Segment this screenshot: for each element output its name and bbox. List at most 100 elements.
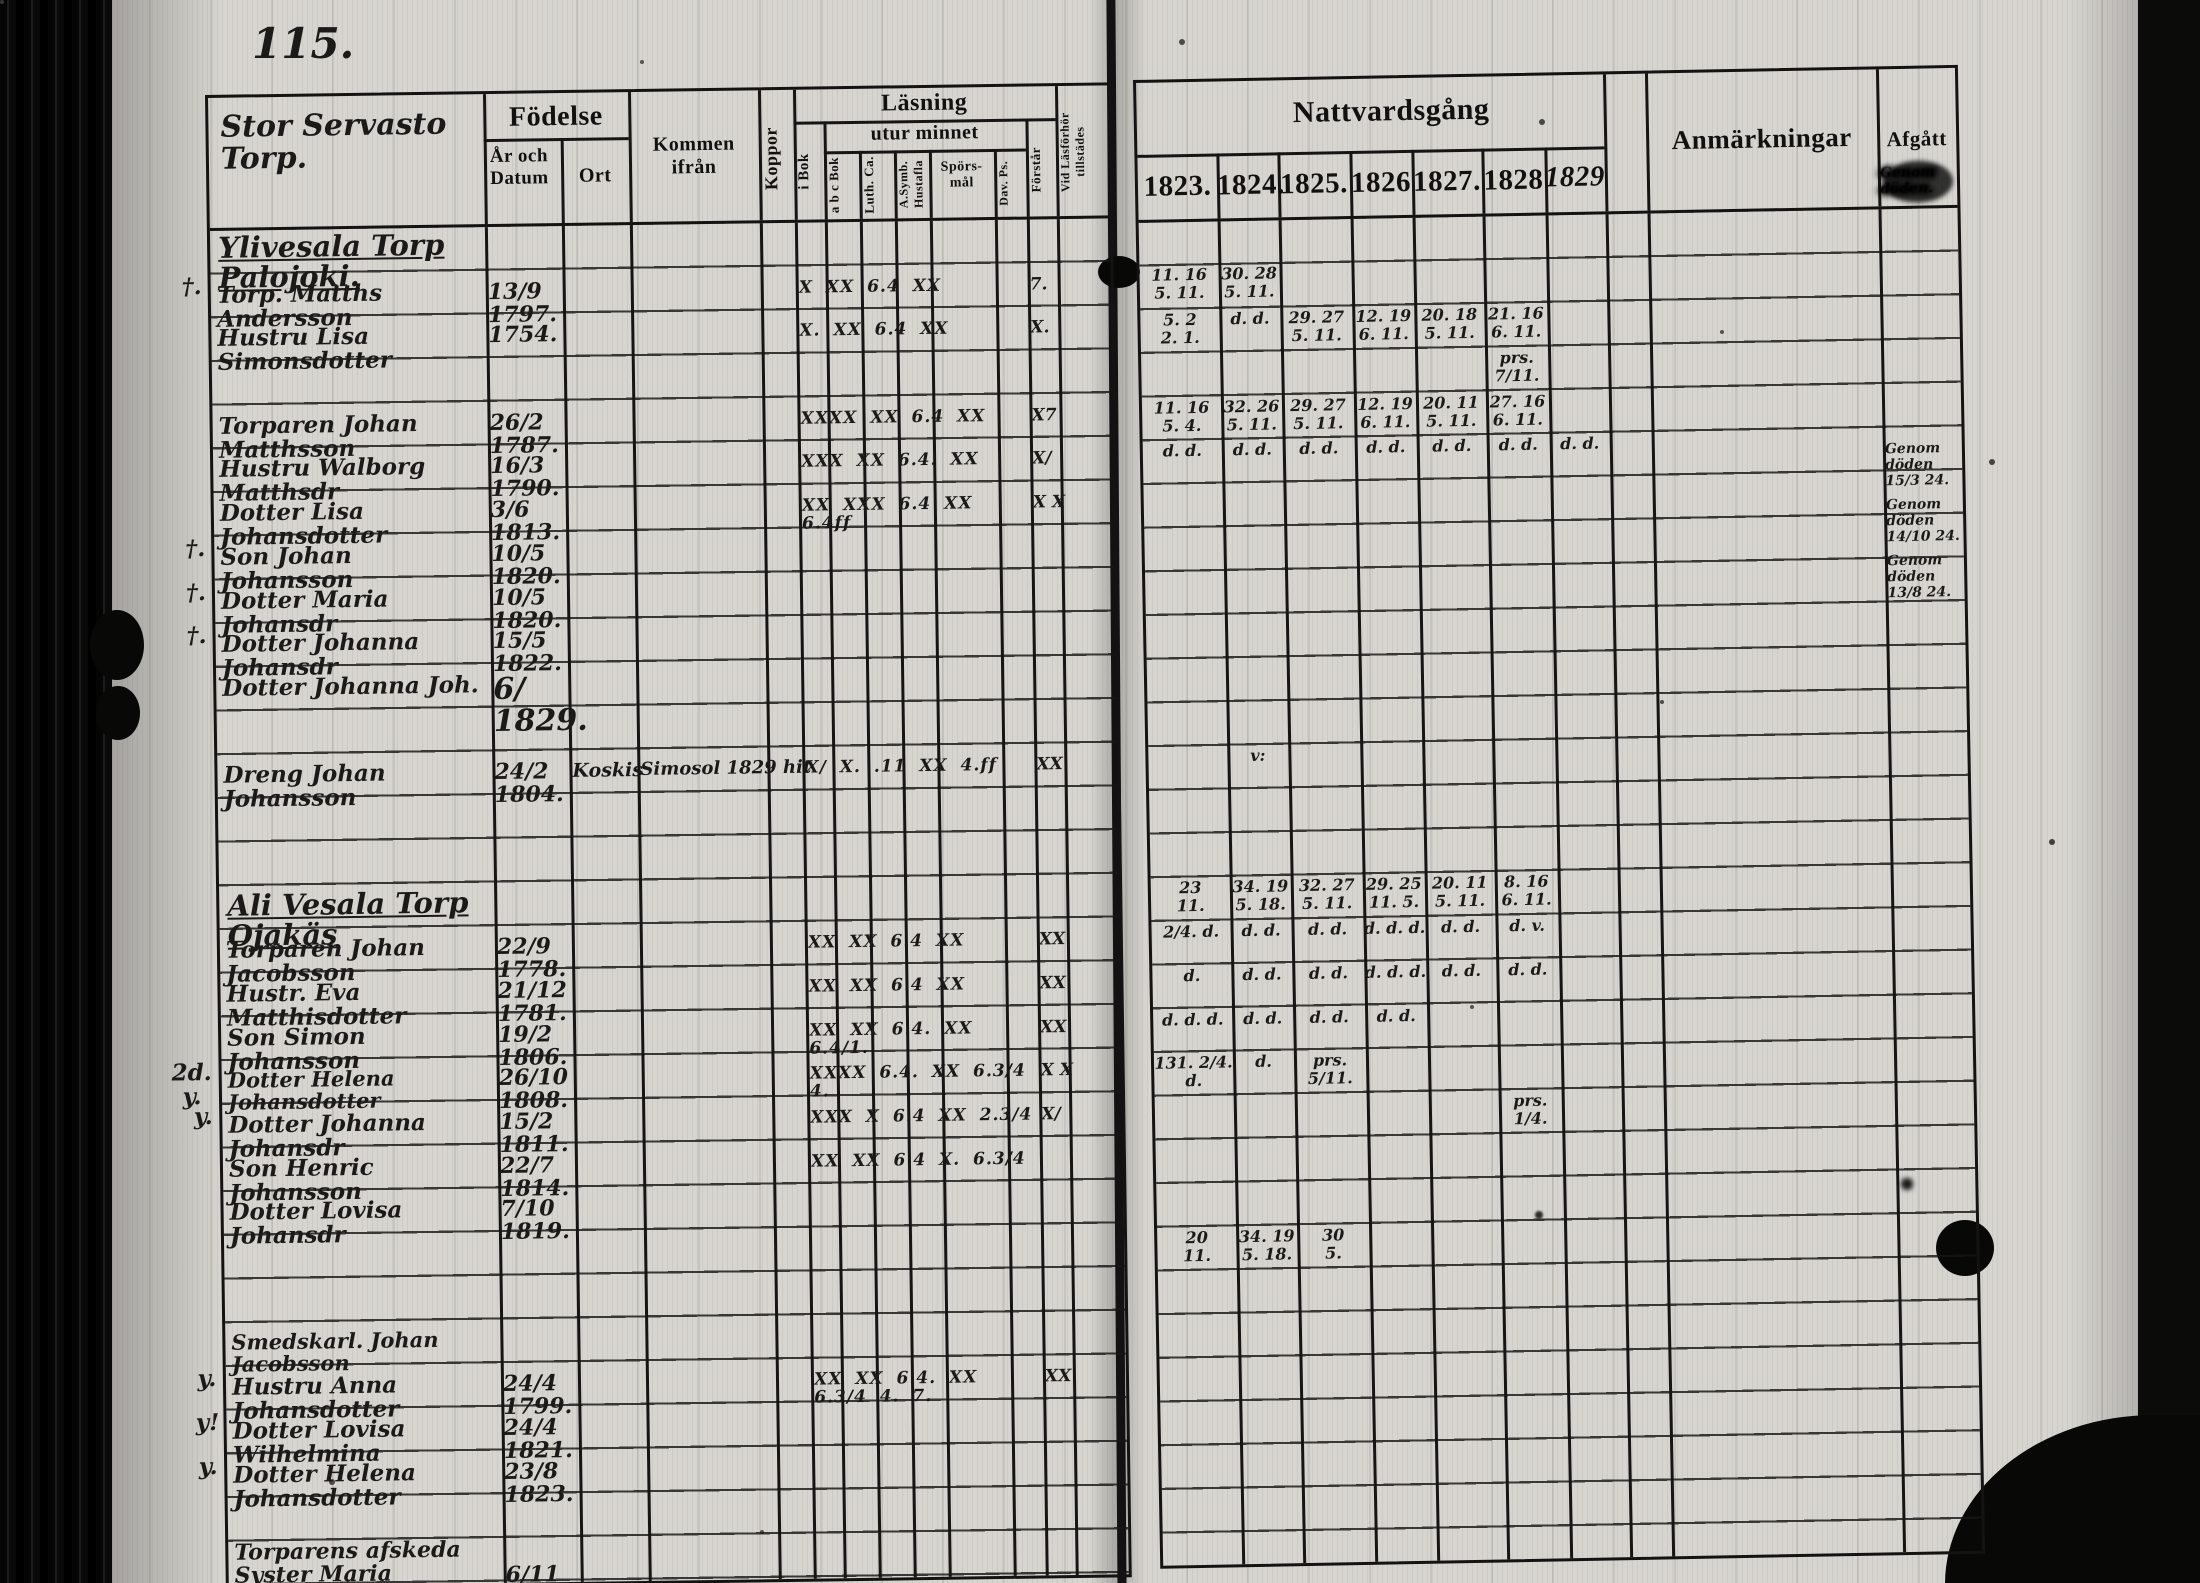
communion-entry: d. d. [1508, 959, 1548, 980]
birth-date: 6/ 1829. [493, 671, 588, 739]
spine-blob [90, 610, 144, 680]
communion-entry: d. d. [1299, 438, 1339, 459]
col-header-abc-bok: a b c Bok [825, 157, 842, 214]
communion-entry: d. v. [1509, 915, 1546, 936]
communion-row: v: [1148, 732, 1968, 791]
communion-entry: d. d. [1376, 1005, 1416, 1026]
birth-date: 6/11 1783. [505, 1561, 560, 1583]
afgatt-note: Genom döden 14/10 24. [1885, 496, 1960, 546]
person-name: Torparens afskeda Syster Maria Jacobsdr. [234, 1536, 461, 1583]
death-cross-mark: †. [185, 579, 207, 607]
spine-blob [96, 686, 140, 740]
person-name: Dotter Johanna Joh. [222, 671, 479, 702]
communion-entry: 12. 19 6. 11. [1355, 305, 1412, 344]
communion-entry: d. d. d. [1161, 1009, 1224, 1030]
death-cross-mark: †. [185, 535, 206, 563]
col-header-dav-ps: Dav. Ps. [995, 160, 1011, 206]
communion-entry: prs. 7/11. [1494, 347, 1540, 386]
year-header: 1823. [1143, 169, 1212, 203]
afgatt-note: Genom döden. [1879, 164, 1936, 198]
communion-entry: 20 11. [1182, 1227, 1212, 1265]
book-spine-left [0, 0, 112, 1583]
birth-date: 7/10 1819. [500, 1195, 570, 1246]
communion-entry: 29. 25 11. 5. [1365, 873, 1422, 912]
communion-entry: d. [1183, 965, 1201, 986]
communion-entry: 27. 16 6. 11. [1489, 391, 1546, 430]
forstar-mark: X X [1040, 1059, 1074, 1081]
reading-marks: XX XX 6.4 XX [807, 930, 965, 953]
col-header-sporsmal: Spörs- mål [940, 159, 983, 191]
reading-marks: X XX 6.4 XX [798, 275, 942, 298]
dust-specks [0, 0, 4, 4]
col-header-utur-minnet: utur minnet [870, 121, 979, 145]
communion-entry: 11. 16 5. 4. [1153, 397, 1210, 436]
communion-entry: 23 11. [1176, 877, 1205, 915]
reading-marks: XX XX 6.4 X. 6.3/4 [810, 1148, 1026, 1172]
forstar-mark: XX [1038, 929, 1066, 950]
margin-mark: y. [193, 1102, 213, 1131]
table-row: Dreng Johan Johansson 24/2 1804. Koskis … [217, 742, 1118, 813]
col-header-anmarkningar: Anmärkningar [1671, 121, 1852, 156]
communion-entry: d. d. [1230, 308, 1270, 329]
communion-entry: d. d. [1440, 916, 1481, 937]
communion-entry: d. d. [1242, 1008, 1283, 1029]
communion-entry: d. d. [1309, 1007, 1349, 1027]
communion-entry: 34. 19 5. 18. [1238, 1226, 1295, 1264]
communion-entry: 5. 2 2. 1. [1160, 309, 1200, 348]
col-header-i-bok: i Bok [795, 153, 813, 190]
col-header-ar-och-datum: År och Datum [489, 145, 549, 190]
reading-marks: XXX XX 6.4. XX [801, 449, 979, 472]
communion-entry: 20. 11 5. 11. [1431, 872, 1488, 911]
forstar-mark: X7 [1031, 405, 1057, 426]
communion-entry: 30 5. [1321, 1225, 1345, 1263]
communion-entry: 2/4. d. [1162, 921, 1220, 942]
communion-entry: d. d. d. [1364, 961, 1427, 982]
birth-place: Koskis [572, 758, 644, 782]
right-table-header: Nattvardsgång 1823. 1824. 1825. 1826 182… [1136, 67, 1958, 223]
communion-entry: d. d. [1162, 440, 1203, 461]
year-header: 1825. [1279, 167, 1349, 201]
reading-marks: XXXX XX 6.4 XX [800, 406, 986, 429]
communion-entry: 21. 16 6. 11. [1487, 303, 1544, 342]
birth-date: 23/8 1823. [504, 1458, 574, 1509]
communion-entry: d. d. [1308, 963, 1349, 983]
communion-entry: d. d. [1307, 919, 1348, 939]
communion-entry: prs. 5/11. [1307, 1050, 1353, 1088]
reading-marks: XXX X 6.4 XX 2.3/4 [810, 1104, 1033, 1128]
col-header-vid-lasforhor: Vid Läsförhör tillstädes [1057, 112, 1088, 192]
col-header-fodelse: Födelse [508, 100, 603, 133]
afgatt-note: Genom döden 13/8 24. [1886, 552, 1952, 602]
communion-entry: v: [1250, 745, 1266, 765]
right-table-body: 11. 16 5. 11. 30. 28 5. 11. 5. 2 2. 1. d… [1138, 159, 1983, 1566]
arrived-from-note: Simosol 1829 hit [640, 756, 812, 780]
communion-entry: 32. 26 5. 11. [1223, 396, 1280, 434]
reading-marks: X. XX 6.4 XX [799, 318, 949, 341]
communion-entry: 32. 27 5. 11. [1298, 875, 1355, 913]
communion-table: Nattvardsgång 1823. 1824. 1825. 1826 182… [1133, 64, 1986, 1569]
forstar-mark: XX [1039, 1017, 1067, 1038]
communion-entry: 34. 19 5. 18. [1232, 876, 1289, 914]
person-name: Dreng Johan Johansson [223, 759, 386, 813]
death-cross-mark: †. [181, 273, 202, 301]
communion-entry: d. d. [1241, 920, 1281, 941]
year-header-handwritten: 1829 [1544, 160, 1606, 194]
margin-mark: y. [198, 1452, 218, 1481]
col-header-forstar: Förstår [1027, 146, 1044, 193]
col-header-luth-ca: Luth. Ca. [860, 155, 877, 214]
left-table-header: Stor Servasto Torp. Födelse År och Datum… [208, 85, 1110, 231]
person-name: Dotter Helena Johansdotter [233, 1459, 417, 1513]
reading-marks: XX XX 6.4 XX [808, 974, 966, 997]
communion-entry: d. d. [1432, 435, 1472, 456]
communion-entry: 131. 2/4. d. [1154, 1052, 1233, 1090]
forstar-mark: X. [1030, 317, 1050, 338]
communion-entry: d. d. d. [1363, 917, 1426, 938]
communion-entry: d. d. [1560, 433, 1600, 454]
page-number: 115. [252, 19, 355, 68]
left-table-body: Ylivesala Torp Palojoki. Ali Vesala Torp… [171, 218, 1129, 1583]
year-header: 1824. [1216, 168, 1285, 202]
birth-date: 24/2 1804. [494, 758, 564, 809]
birth-date: 1754. [488, 321, 558, 349]
communion-entry: 11. 16 5. 11. [1151, 264, 1208, 303]
death-cross-mark: †. [186, 622, 207, 650]
